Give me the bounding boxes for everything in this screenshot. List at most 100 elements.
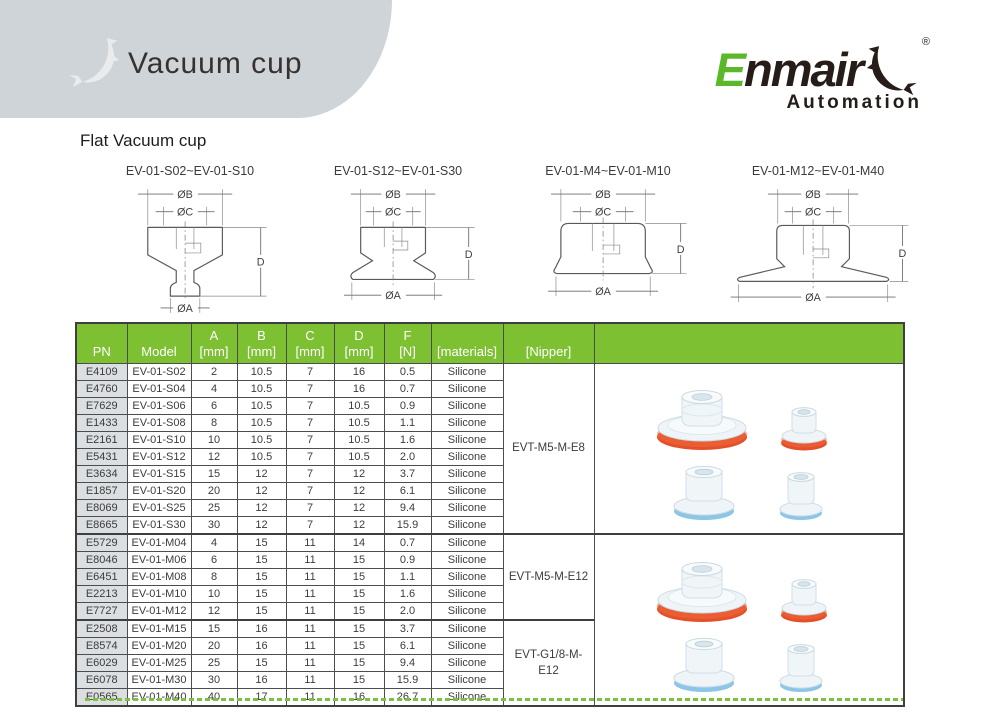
dim-a-cell: 12 <box>190 447 238 466</box>
model-cell: EV-01-M25 <box>126 653 192 672</box>
diagram-s12-s30: EV-01-S12~EV-01-S30 ØB ØC D ØA <box>290 164 506 318</box>
pn-cell: E5729 <box>75 532 128 552</box>
dim-d-cell: 15 <box>333 584 385 603</box>
force-cell: 0.7 <box>383 532 432 552</box>
product-photo-cell <box>593 362 905 534</box>
material-cell: Silicone <box>430 567 504 586</box>
small-orange-cup <box>780 578 827 622</box>
header-model: Model <box>126 322 192 364</box>
small-orange-cup <box>780 407 827 451</box>
dim-label-c: ØC <box>805 207 821 219</box>
dim-c-cell: 7 <box>285 413 335 432</box>
force-cell: 1.1 <box>383 567 432 586</box>
table-row: E1433 EV-01-S08 8 10.5 7 10.5 1.1 Silicone <box>75 413 904 432</box>
medium-blue-cup <box>673 465 735 520</box>
diagram-m4-m10: EV-01-M4~EV-01-M10 ØB ØC D ØA <box>500 164 716 318</box>
diagram-title: EV-01-M12~EV-01-M40 <box>751 164 885 178</box>
dim-a-cell: 25 <box>190 653 238 672</box>
dim-b-cell: 15 <box>236 584 287 603</box>
model-cell: EV-01-S12 <box>126 447 192 466</box>
dim-a-cell: 4 <box>190 379 238 398</box>
dim-a-cell: 15 <box>190 464 238 483</box>
dim-d-cell: 16 <box>333 379 385 398</box>
dim-label-d: D <box>257 257 265 269</box>
material-cell: Silicone <box>430 447 504 466</box>
table-row: E8574 EV-01-M20 20 16 11 15 6.1 Silicone <box>75 636 904 655</box>
table-row: E5431 EV-01-S12 12 10.5 7 10.5 2.0 Silicone <box>75 447 904 466</box>
dim-a-cell: 20 <box>190 636 238 655</box>
dim-b-cell: 15 <box>236 653 287 672</box>
material-cell: Silicone <box>430 430 504 449</box>
dim-a-cell: 20 <box>190 481 238 500</box>
model-cell: EV-01-M10 <box>126 584 192 603</box>
product-photo <box>656 561 827 692</box>
dim-c-cell: 11 <box>285 687 335 706</box>
force-cell: 15.9 <box>383 670 432 689</box>
material-cell: Silicone <box>430 498 504 517</box>
dim-c-cell: 7 <box>285 481 335 500</box>
dim-d-cell: 10.5 <box>333 413 385 432</box>
table-row: E1857 EV-01-S20 20 12 7 12 6.1 Silicone <box>75 481 904 500</box>
model-cell: EV-01-M30 <box>126 670 192 689</box>
material-cell: Silicone <box>430 670 504 689</box>
registered-trademark: ® <box>921 36 930 48</box>
medium-blue-cup <box>673 637 735 692</box>
dim-c-cell: 11 <box>285 532 335 552</box>
material-cell: Silicone <box>430 601 504 620</box>
force-cell: 9.4 <box>383 653 432 672</box>
dim-b-cell: 12 <box>236 464 287 483</box>
model-cell: EV-01-M08 <box>126 567 192 586</box>
dim-b-cell: 10.5 <box>236 447 287 466</box>
force-cell: 15.9 <box>383 515 432 534</box>
model-cell: EV-01-S20 <box>126 481 192 500</box>
dim-a-cell: 12 <box>190 601 238 620</box>
force-cell: 3.7 <box>383 464 432 483</box>
dim-b-cell: 15 <box>236 567 287 586</box>
dim-d-cell: 10.5 <box>333 430 385 449</box>
dim-b-cell: 16 <box>236 618 287 638</box>
pn-cell: E2508 <box>75 618 128 638</box>
model-cell: EV-01-S15 <box>126 464 192 483</box>
dolphin-watermark-icon <box>69 38 120 88</box>
large-orange-cup <box>656 561 747 622</box>
dim-label-d: D <box>677 244 685 256</box>
dim-d-cell: 16 <box>333 687 385 706</box>
model-cell: EV-01-M40 <box>126 687 192 706</box>
header-pn: PN <box>75 322 128 364</box>
dim-c-cell: 7 <box>285 447 335 466</box>
small-blue-cup <box>779 472 823 520</box>
dim-label-c: ØC <box>595 207 611 219</box>
dim-a-cell: 8 <box>190 413 238 432</box>
dim-d-cell: 15 <box>333 653 385 672</box>
material-cell: Silicone <box>430 464 504 483</box>
force-cell: 2.0 <box>383 601 432 620</box>
header-a: A [mm] <box>190 322 238 364</box>
dim-label-d: D <box>899 248 907 260</box>
pn-cell: E6029 <box>75 653 128 672</box>
force-cell: 0.5 <box>383 362 432 381</box>
material-cell: Silicone <box>430 584 504 603</box>
pn-cell: E8665 <box>75 515 128 534</box>
bottom-dashed-rule <box>85 698 903 701</box>
table-row: E6029 EV-01-M25 25 15 11 15 9.4 Silicone <box>75 653 904 672</box>
header-materials: [materials] <box>430 322 504 364</box>
dim-d-cell: 15 <box>333 550 385 569</box>
header-banner <box>0 0 392 118</box>
dim-a-cell: 6 <box>190 550 238 569</box>
pn-cell: E6451 <box>75 567 128 586</box>
model-cell: EV-01-S25 <box>126 498 192 517</box>
dim-a-cell: 10 <box>190 430 238 449</box>
technical-drawing: ØB ØC D ØA <box>730 187 910 304</box>
brand-letter-e: E <box>714 43 746 96</box>
model-cell: EV-01-S08 <box>126 413 192 432</box>
dim-c-cell: 7 <box>285 362 335 381</box>
dim-a-cell: 10 <box>190 584 238 603</box>
force-cell: 26.7 <box>383 687 432 706</box>
dim-label-c: ØC <box>385 207 401 219</box>
dim-b-cell: 16 <box>236 670 287 689</box>
force-cell: 1.6 <box>383 430 432 449</box>
header-photo <box>593 322 905 364</box>
dim-a-cell: 2 <box>190 362 238 381</box>
table-row: E7727 EV-01-M12 12 15 11 15 2.0 Silicone <box>75 601 904 620</box>
product-photo <box>656 390 827 520</box>
